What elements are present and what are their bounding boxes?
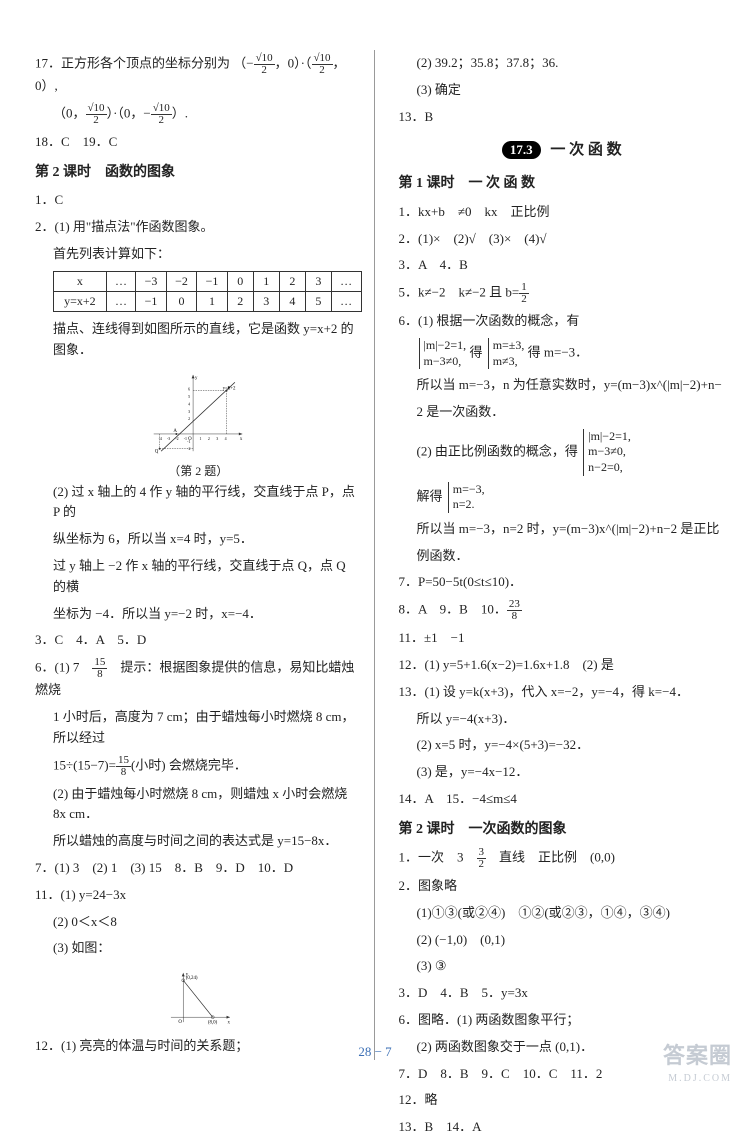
svg-text:A: A xyxy=(174,429,178,434)
graph-linear: y x O y=x+2 P Q A -4 -3 -2 -1 1 2 3 4 -1 xyxy=(98,370,298,454)
k13d: (3) 是，y=−4x−12． xyxy=(417,762,726,783)
r12c: (3) 确定 xyxy=(417,80,726,101)
ans2-calc: 首先列表计算如下： xyxy=(53,244,362,265)
k6j: 解得 m=−3,n=2. xyxy=(417,482,726,513)
watermark-sub: M.DJ.COM xyxy=(668,1073,732,1084)
svg-text:4: 4 xyxy=(225,436,227,441)
ans2-2b: 纵坐标为 6，所以当 x=4 时，y=5． xyxy=(53,529,362,550)
k13a: 13．(1) 设 y=k(x+3)，代入 x=−2，y=−4，得 k=−4． xyxy=(399,682,726,703)
r13: 13．B xyxy=(399,107,726,128)
k8: 8．A 9．B 10．238 xyxy=(399,599,726,622)
m2d: (3) ③ xyxy=(417,956,726,977)
svg-text:5: 5 xyxy=(188,394,190,399)
ans2-2a: (2) 过 x 轴上的 4 作 y 轴的平行线，交直线于点 P，点 P 的 xyxy=(53,482,362,524)
ans2-1: 2．(1) 用"描点法"作函数图象。 xyxy=(35,217,362,238)
m2a: 2．图象略 xyxy=(399,876,726,897)
k12: 12．(1) y=5+1.6(x−2)=1.6x+1.8 (2) 是 xyxy=(399,655,726,676)
svg-text:-2: -2 xyxy=(187,446,190,451)
m12: 12．略 xyxy=(399,1090,726,1111)
ans3-5: 3．C 4．A 5．D xyxy=(35,630,362,651)
m2b: (1)①③(或②④) ①②(或②③，①④，③④) xyxy=(417,903,726,924)
svg-text:3: 3 xyxy=(216,436,218,441)
k2: 2．(1)× (2)√ (3)× (4)√ xyxy=(399,229,726,250)
m1: 1．一次 3 32 直线 正比例 (0,0) xyxy=(399,847,726,870)
ans11-3: (3) 如图： xyxy=(53,938,362,959)
svg-text:O: O xyxy=(179,1020,183,1025)
q18-19: 18．C 19．C xyxy=(35,132,362,153)
section-badge: 17.3 xyxy=(502,141,541,159)
table-row: y=x+2…−1012345… xyxy=(54,292,362,312)
ksec2-title: 第 2 课时 一次函数的图象 xyxy=(399,819,726,841)
k6g: 2 是一次函数． xyxy=(417,402,726,423)
svg-text:x: x xyxy=(240,437,243,442)
k6m: 例函数． xyxy=(417,546,726,567)
right-column: (2) 39.2；35.8；37.8；36. (3) 确定 13．B 17.3 … xyxy=(393,50,726,1060)
svg-text:4: 4 xyxy=(188,401,190,406)
q17-line1: 17．正方形各个顶点的坐标分别为 （−√102，0）·（√102，0）, xyxy=(35,53,362,97)
ans6-2: 1 小时后，高度为 7 cm；由于蜡烛每小时燃烧 8 cm，所以经过 xyxy=(53,707,362,749)
svg-text:-1: -1 xyxy=(187,439,190,444)
ans6-3: 15÷(15−7)=158(小时) 会燃烧完毕． xyxy=(53,755,362,778)
ans6-1: 6．(1) 7 158 提示：根据图象提供的信息，易知比蜡烛燃烧 xyxy=(35,657,362,701)
k13b: 所以 y=−4(x+3)． xyxy=(417,709,726,730)
k3: 3．A 4．B xyxy=(399,255,726,276)
k6l: 所以当 m=−3，n=2 时，y=(m−3)x^(|m|−2)+n−2 是正比 xyxy=(417,519,726,540)
k14: 14．A 15．−4≤m≤4 xyxy=(399,789,726,810)
svg-text:(8,0): (8,0) xyxy=(208,1021,218,1026)
k6f: 所以当 m=−3，n 为任意实数时，y=(m−3)x^(|m|−2)+n− xyxy=(417,375,726,396)
svg-text:6: 6 xyxy=(188,387,190,392)
ans2-desc: 描点、连线得到如图所示的直线，它是函数 y=x+2 的图象． xyxy=(53,319,362,361)
section-badge-text: 一 次 函 数 xyxy=(550,142,621,158)
graph-triangle: (0,24) (8,0) O x y xyxy=(123,968,273,1027)
watermark: 答案圈 xyxy=(663,1038,732,1070)
k1: 1．kx+b ≠0 kx 正比例 xyxy=(399,202,726,223)
svg-text:-3: -3 xyxy=(167,436,170,441)
svg-text:y: y xyxy=(195,376,198,381)
ksec1-title: 第 1 课时 一 次 函 数 xyxy=(399,173,726,195)
ans11-2: (2) 0＜x＜8 xyxy=(53,912,362,933)
table-row: x…−3−2−10123… xyxy=(54,272,362,292)
r12b: (2) 39.2；35.8；37.8；36. xyxy=(417,53,726,74)
svg-text:Q: Q xyxy=(155,450,159,454)
ans6-5: 所以蜡烛的高度与时间之间的表达式是 y=15−8x． xyxy=(53,831,362,852)
m13: 13．B 14．A xyxy=(399,1117,726,1138)
ans11-1: 11．(1) y=24−3x xyxy=(35,885,362,906)
ans6-4: (2) 由于蜡烛每小时燃烧 8 cm，则蜡烛 x 小时会燃烧 8x cm． xyxy=(53,784,362,826)
k7: 7．P=50−5t(0≤t≤10)． xyxy=(399,572,726,593)
k13c: (2) x=5 时，y=−4×(5+3)=−32． xyxy=(417,735,726,756)
svg-text:x: x xyxy=(228,1021,231,1026)
data-table: x…−3−2−10123… y=x+2…−1012345… xyxy=(53,271,362,312)
graph1-caption: （第 2 题） xyxy=(35,462,362,479)
q17-line2: （0，√102）·（0，−√102）. xyxy=(53,103,362,126)
svg-text:P: P xyxy=(228,387,231,392)
section-17-3: 17.3 一 次 函 数 xyxy=(399,138,726,159)
k6h: (2) 由正比例函数的概念，得 |m|−2=1,m−3≠0,n−2=0, xyxy=(417,429,726,476)
svg-text:-1: -1 xyxy=(184,436,187,441)
k11: 11．±1 −1 xyxy=(399,628,726,649)
k5: 5．k≠−2 k≠−2 且 b=12 xyxy=(399,282,726,305)
svg-text:-4: -4 xyxy=(159,436,162,441)
page-footer: 28 − 7 xyxy=(0,1044,750,1060)
k6b: |m|−2=1,m−3≠0, 得 m=±3,m≠3, 得 m=−3． xyxy=(417,338,726,369)
ans1: 1．C xyxy=(35,190,362,211)
section2-title: 第 2 课时 函数的图象 xyxy=(35,162,362,184)
k6a: 6．(1) 根据一次函数的概念，有 xyxy=(399,311,726,332)
ans2-2d: 坐标为 −4．所以当 y=−2 时，x=−4． xyxy=(53,604,362,625)
svg-text:1: 1 xyxy=(200,436,202,441)
m6a: 6．图略．(1) 两函数图象平行； xyxy=(399,1010,726,1031)
m3: 3．D 4．B 5．y=3x xyxy=(399,983,726,1004)
svg-text:2: 2 xyxy=(208,436,210,441)
svg-text:3: 3 xyxy=(188,409,190,414)
left-column: 17．正方形各个顶点的坐标分别为 （−√102，0）·（√102，0）, （0，… xyxy=(35,50,375,1060)
svg-text:-2: -2 xyxy=(176,436,179,441)
ans2-2c: 过 y 轴上 −2 作 x 轴的平行线，交直线于点 Q，点 Q 的横 xyxy=(53,556,362,598)
ans7-10: 7．(1) 3 (2) 1 (3) 15 8．B 9．D 10．D xyxy=(35,858,362,879)
svg-text:2: 2 xyxy=(188,416,190,421)
m2c: (2) (−1,0) (0,1) xyxy=(417,930,726,951)
